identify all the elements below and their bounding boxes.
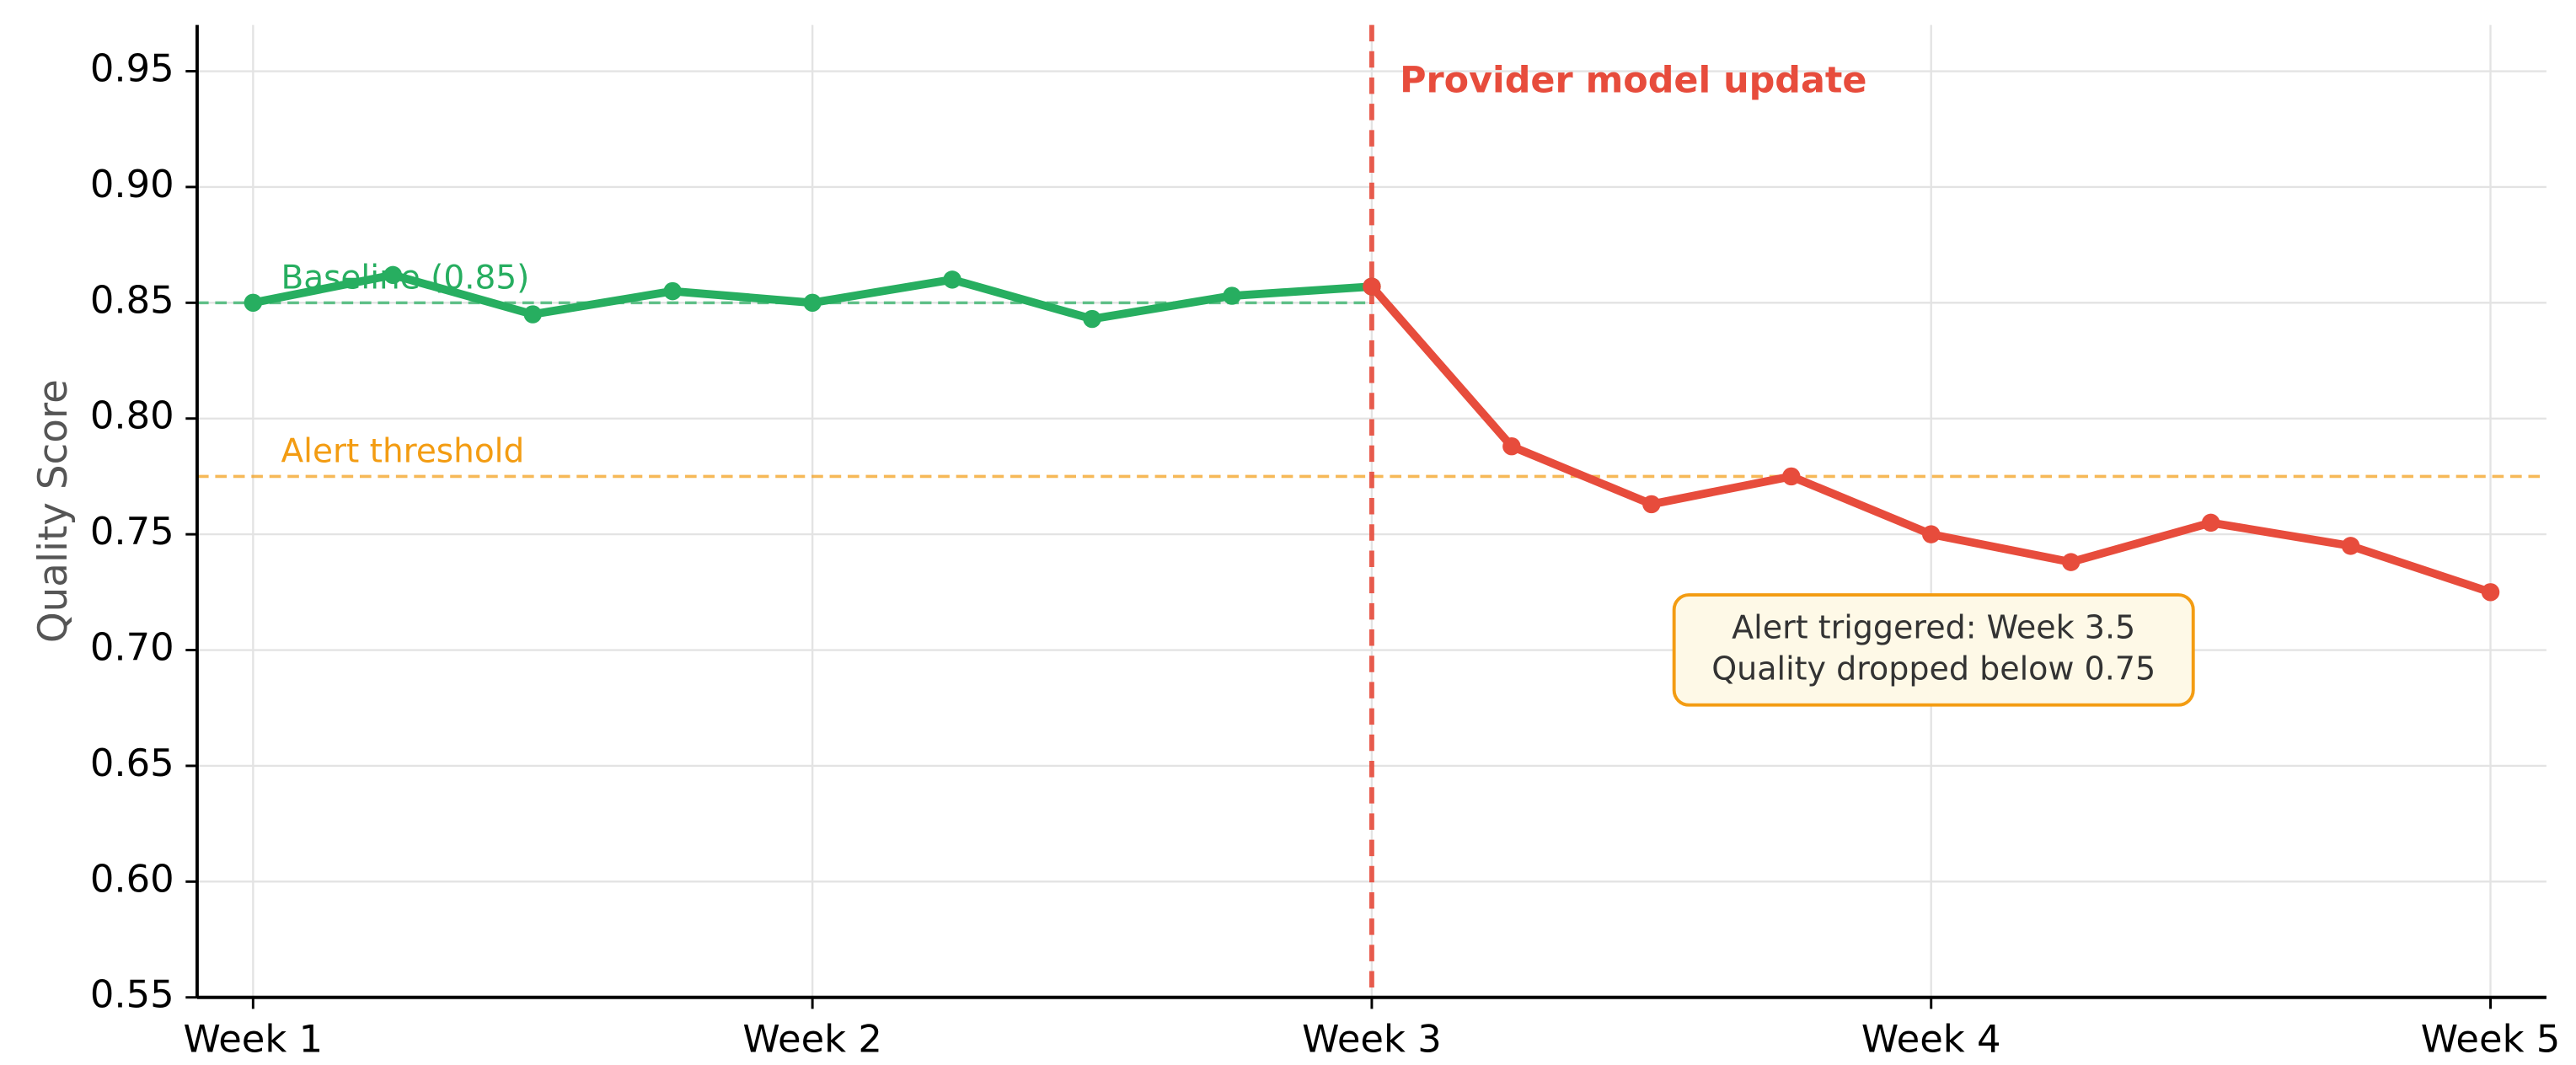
y-tick-label: 0.90 [90, 162, 174, 206]
annotation-text: Alert triggered: Week 3.5 [1732, 609, 2135, 646]
point [2481, 583, 2500, 602]
y-axis-label: Quality Score [31, 379, 77, 643]
point [2061, 553, 2081, 571]
y-tick-label: 0.65 [90, 741, 174, 785]
point [1502, 436, 1521, 456]
point [2201, 513, 2220, 532]
point [383, 265, 403, 285]
reference-label: Alert threshold [281, 433, 524, 471]
point [244, 293, 263, 313]
y-tick-label: 0.55 [90, 972, 174, 1017]
y-tick-label: 0.95 [90, 46, 174, 91]
y-tick-label: 0.75 [90, 509, 174, 554]
point [1922, 525, 1941, 543]
x-tick-label: Week 3 [1302, 1016, 1442, 1061]
point [803, 293, 822, 313]
annotation: Alert triggered: Week 3.5 Quality dropped… [1672, 593, 2195, 707]
y-tick-label: 0.70 [90, 625, 174, 670]
point [523, 305, 542, 324]
event-label: Provider model update [1400, 59, 1866, 101]
point [943, 270, 961, 289]
point [1782, 467, 1801, 486]
x-tick-label: Week 4 [1861, 1016, 2001, 1061]
y-tick-label: 0.60 [90, 856, 174, 901]
y-tick-label: 0.80 [90, 393, 174, 438]
x-tick-label: Week 1 [184, 1016, 324, 1061]
annotation-box [1672, 593, 2195, 707]
annotation-text: Quality dropped below 0.75 [1711, 650, 2156, 687]
point [1363, 277, 1381, 296]
point [1642, 495, 1661, 514]
y-tick-label: 0.85 [90, 277, 174, 322]
point [1083, 309, 1101, 329]
x-tick-label: Week 2 [742, 1016, 882, 1061]
point [2341, 537, 2360, 555]
point [1223, 286, 1241, 305]
point [663, 281, 682, 301]
x-tick-label: Week 5 [2421, 1016, 2561, 1061]
